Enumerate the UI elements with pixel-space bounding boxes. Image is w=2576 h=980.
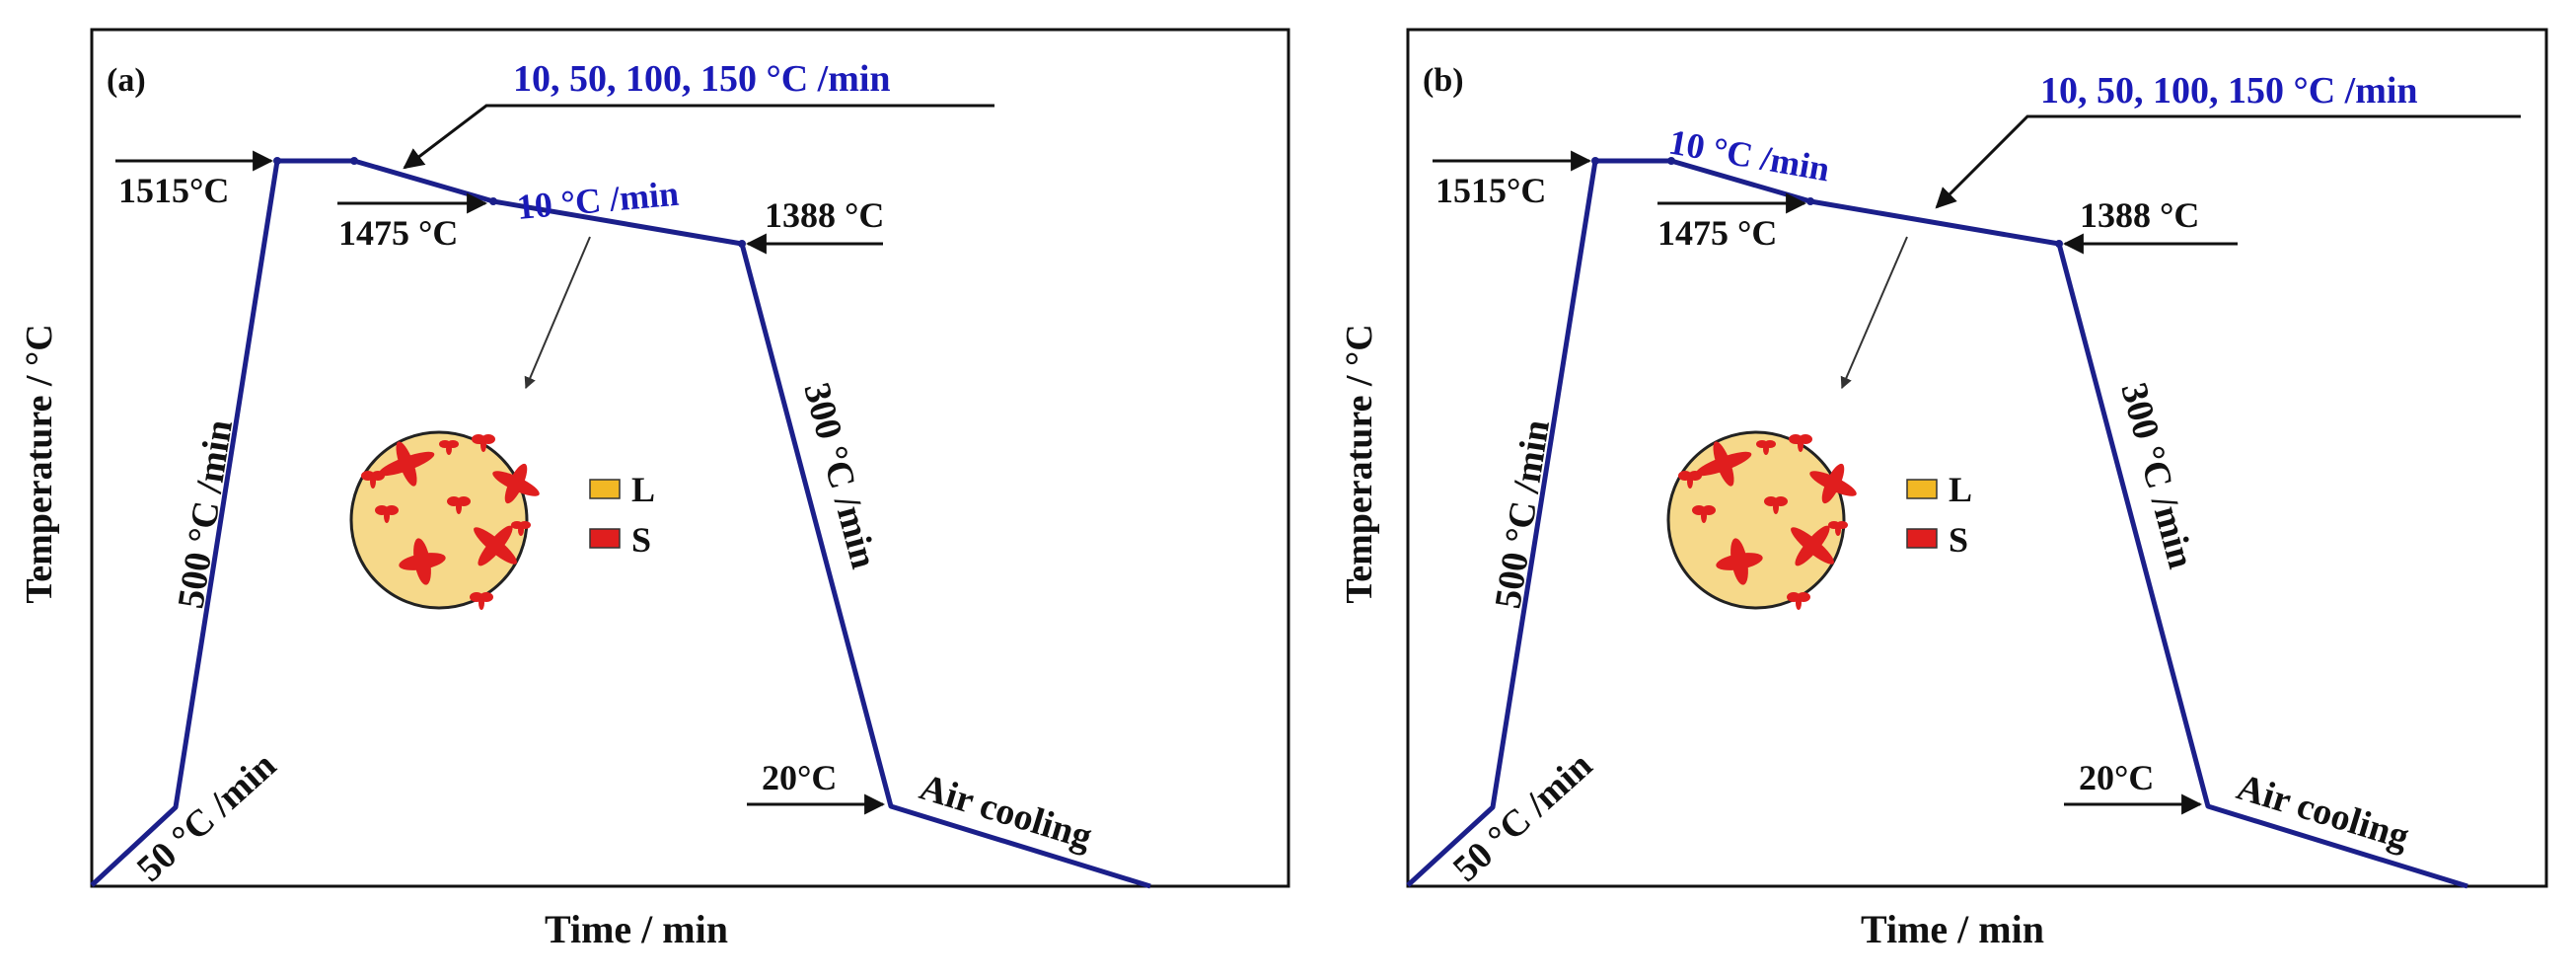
panel-a-cooling-variable-label: 10, 50, 100, 150 °C /min: [513, 58, 891, 100]
panel-a-dendrite-small: [439, 440, 459, 455]
panel-a-peak-temp: 1515°C: [118, 171, 229, 210]
panel-b-label: (b): [1423, 62, 1464, 99]
panel-a-dendrite-small: [375, 505, 399, 523]
panel-a-heating-slow-rate: 50 °C /min: [129, 744, 284, 889]
panel-b-heating-slow-rate: 50 °C /min: [1445, 744, 1600, 889]
panel-b-legend-liquid-swatch: [1906, 479, 1938, 499]
panel-a-dendrite-large: [492, 463, 540, 504]
panel-a-dendrite-large: [378, 441, 435, 487]
panel-a-legend-solid-label: S: [631, 520, 651, 560]
panel-a-legend-solid-swatch: [589, 528, 621, 549]
panel-a-dendrites: [361, 434, 540, 610]
panel-b-legend-solid-swatch: [1906, 528, 1938, 549]
panel-b-peak-temp: 1515°C: [1435, 171, 1546, 210]
panel-b-dendrite-small: [1787, 592, 1810, 610]
panel-b-quench-rate: 300 °C /min: [2112, 378, 2201, 572]
panel-b-dendrite-small: [1692, 505, 1716, 523]
panel-a-micro-pointer: [524, 236, 591, 390]
panel-b-hold-point: [2055, 240, 2063, 248]
panel-b-cooling-fixed-label: 10 °C /min: [1666, 121, 1833, 188]
panel-b-dendrite-small: [1756, 440, 1776, 455]
panel-b-dendrites: [1678, 434, 1857, 610]
panel-a-legend-liquid-label: L: [631, 470, 655, 509]
panel-b: (b) Temperature / °C Time / min 10, 50, …: [1339, 28, 2548, 951]
panel-b-intermediate-temp: 1475 °C: [1657, 213, 1777, 253]
panel-a-dendrite-small: [511, 521, 531, 536]
panel-b-cooling-variable-label: 10, 50, 100, 150 °C /min: [2040, 70, 2418, 112]
panel-b-dendrite-large: [1695, 441, 1752, 487]
panel-b-thermal-curve: [1406, 158, 2468, 889]
panel-b-legend-solid-label: S: [1949, 520, 1968, 560]
panel-a-peak-point: [273, 157, 281, 165]
panel-b-dendrite-small: [1678, 471, 1702, 489]
panel-a-hold-temp: 1388 °C: [765, 195, 884, 235]
panel-a-dendrite-large: [399, 538, 446, 585]
panel-a: (a) Temperature / °C Time / min 10, 50, …: [19, 28, 1290, 951]
panel-b-dendrite-large: [1716, 538, 1763, 585]
panel-b-dendrite-small: [1764, 496, 1788, 514]
panel-b-heating-fast-rate: 500 °C /min: [1487, 417, 1558, 612]
panel-a-hold-point: [738, 240, 746, 248]
panel-a-cooling-fixed-label: 10 °C /min: [515, 174, 680, 227]
panel-b-hold-temp: 1388 °C: [2080, 195, 2199, 235]
panel-b-dendrite-large: [1791, 525, 1834, 566]
panel-a-heating-fast-rate: 500 °C /min: [170, 417, 241, 612]
panel-b-intermediate-point: [1806, 197, 1814, 205]
panel-a-dendrite-small: [447, 496, 471, 514]
panel-a-frame: [90, 28, 1290, 888]
panel-a-intermediate-temp: 1475 °C: [338, 213, 458, 253]
panel-a-melt-circle: [349, 430, 529, 610]
panel-a-quench-rate: 300 °C /min: [795, 378, 884, 572]
panel-b-y-axis-label: Temperature / °C: [1339, 324, 1380, 603]
panel-b-dendrite-large: [1809, 463, 1857, 504]
panel-b-peak-point: [1591, 157, 1599, 165]
panel-a-cooling-variable-pointer: [403, 104, 994, 170]
panel-a-dendrite-large: [474, 525, 517, 566]
panel-a-y-axis-label: Temperature / °C: [19, 324, 60, 603]
panel-a-legend-liquid-swatch: [589, 479, 621, 499]
panel-a-x-axis-label: Time / min: [545, 907, 728, 951]
panel-b-hold-end-point: [1667, 157, 1675, 165]
panel-a-room-temp: 20°C: [762, 758, 837, 797]
panel-a-label: (a): [107, 62, 146, 99]
panel-a-hold-end-point: [350, 157, 358, 165]
panel-b-dendrite-small: [1789, 434, 1812, 452]
panel-b-cooling-variable-pointer: [1935, 114, 2521, 209]
panel-b-x-axis-label: Time / min: [1861, 907, 2044, 951]
panel-a-dendrite-small: [472, 434, 495, 452]
panel-b-microstructure: [1666, 430, 1857, 610]
panel-a-microstructure: [349, 430, 540, 610]
panel-b-legend-liquid-label: L: [1949, 470, 1972, 509]
panel-a-intermediate-point: [489, 197, 497, 205]
panel-a-dendrite-small: [361, 471, 385, 489]
panel-b-room-temp: 20°C: [2079, 758, 2154, 797]
panel-b-dendrite-small: [1828, 521, 1848, 536]
panel-b-melt-circle: [1666, 430, 1846, 610]
panel-b-frame: [1406, 28, 2548, 888]
panel-a-dendrite-small: [470, 592, 493, 610]
panel-b-micro-pointer: [1840, 236, 1908, 390]
panel-a-thermal-curve: [90, 158, 1151, 889]
